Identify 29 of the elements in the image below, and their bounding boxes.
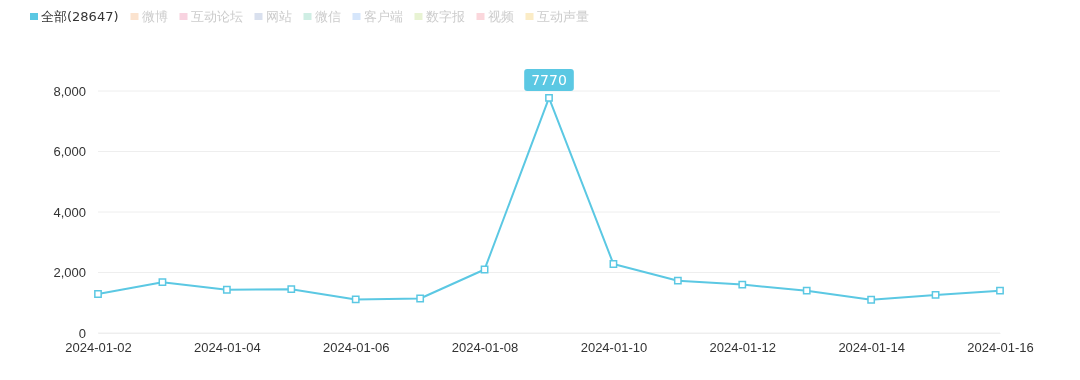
x-tick-label: 2024-01-12 xyxy=(709,340,777,356)
x-tick-label: 2024-01-02 xyxy=(65,340,132,356)
legend-label: 全部(28647) xyxy=(41,8,119,24)
point xyxy=(222,285,231,294)
y-tick-label: 8,000 xyxy=(53,83,86,99)
y-tick-label: 2,000 xyxy=(53,265,86,281)
point xyxy=(94,290,102,298)
point xyxy=(802,286,811,295)
point xyxy=(158,278,167,287)
y-tick-label: 4,000 xyxy=(53,204,86,220)
point xyxy=(673,276,682,285)
point xyxy=(931,290,940,299)
y-tick-label: 6,000 xyxy=(53,144,86,160)
annotation: 7770 xyxy=(531,71,567,88)
point xyxy=(996,286,1004,295)
x-tick-label: 2024-01-08 xyxy=(451,340,519,356)
point xyxy=(416,294,425,303)
point xyxy=(351,295,360,304)
y-tick-label: 0 xyxy=(78,325,86,341)
x-tick-label: 2024-01-14 xyxy=(838,340,905,356)
x-tick-label: 2024-01-04 xyxy=(194,340,261,356)
x-tick-label: 2024-01-10 xyxy=(580,340,648,356)
x-tick-label: 2024-01-16 xyxy=(967,340,1034,356)
point xyxy=(609,260,618,268)
x-tick-label: 2024-01-06 xyxy=(322,340,390,356)
point xyxy=(867,295,876,304)
point xyxy=(287,285,296,294)
point xyxy=(738,280,747,289)
point xyxy=(545,94,553,102)
